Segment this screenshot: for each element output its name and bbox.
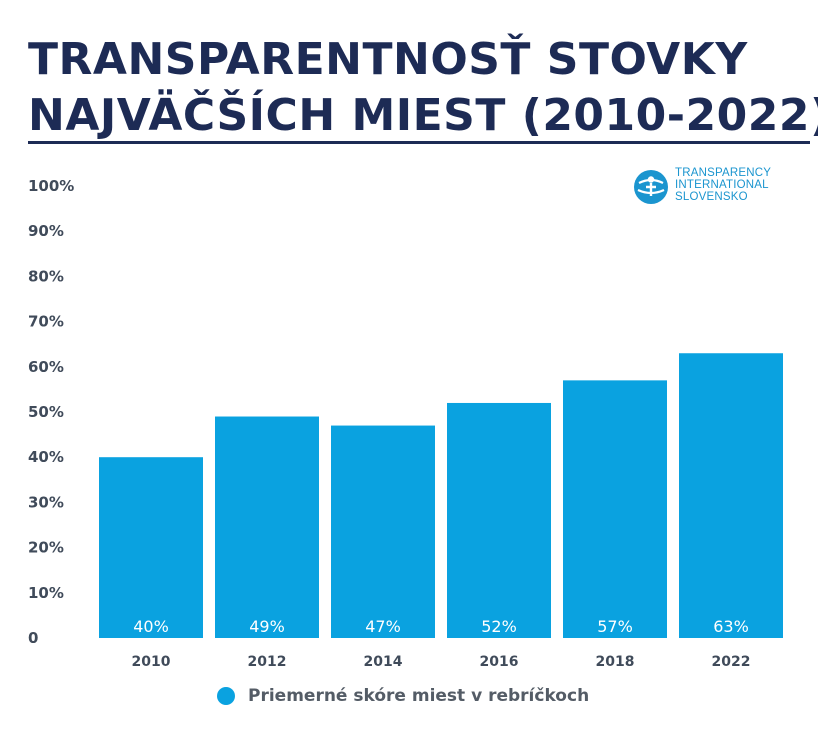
- transparency-international-globe-icon: [634, 170, 668, 204]
- legend: Priemerné skóre miest v rebríčkoch: [217, 686, 589, 706]
- bar-data-label: 49%: [249, 617, 285, 636]
- y-tick-label: 40%: [28, 448, 64, 466]
- bar: [331, 425, 435, 638]
- y-tick-label: 0: [28, 629, 38, 647]
- y-tick-label: 70%: [28, 313, 64, 331]
- y-tick-label: 20%: [28, 539, 64, 557]
- title-underline: [28, 141, 810, 144]
- y-tick-label: 10%: [28, 584, 64, 602]
- bar-chart: 0 10% 20% 30% 40% 50% 60% 70% 80% 90% 100% 40% 2010 4…: [28, 177, 783, 670]
- x-tick-label: 2014: [364, 654, 403, 670]
- logo-line-2: INTERNATIONAL: [675, 179, 769, 191]
- y-tick-label: 30%: [28, 493, 64, 511]
- y-tick-label: 90%: [28, 222, 64, 240]
- x-tick-label: 2018: [596, 654, 635, 670]
- y-tick-label: 80%: [28, 267, 64, 285]
- y-tick-label: 100%: [28, 177, 74, 195]
- chart-title-line-2: NAJVÄČŠÍCH MIEST (2010-2022): [28, 90, 818, 141]
- bar: [99, 457, 203, 638]
- bar-data-label: 47%: [365, 617, 401, 636]
- x-tick-label: 2010: [132, 654, 171, 670]
- bar-data-label: 63%: [713, 617, 749, 636]
- chart-title: TRANSPARENTNOSŤ STOVKY NAJVÄČŠÍCH MIEST …: [28, 32, 818, 144]
- logo-line-3: SLOVENSKO: [675, 191, 748, 203]
- x-tick-label: 2016: [480, 654, 519, 670]
- legend-label: Priemerné skóre miest v rebríčkoch: [248, 686, 590, 706]
- bar-data-label: 52%: [481, 617, 517, 636]
- bar: [215, 416, 319, 638]
- bar: [679, 353, 783, 638]
- bar-data-label: 40%: [133, 617, 169, 636]
- x-tick-label: 2012: [248, 654, 287, 670]
- y-tick-label: 50%: [28, 403, 64, 421]
- y-tick-label: 60%: [28, 358, 64, 376]
- legend-swatch: [217, 687, 235, 705]
- transparency-international-logo: TRANSPARENCY INTERNATIONAL SLOVENSKO: [633, 167, 771, 205]
- bar: [563, 380, 667, 638]
- bar-data-label: 57%: [597, 617, 633, 636]
- logo-wordmark: TRANSPARENCY INTERNATIONAL SLOVENSKO: [675, 167, 771, 203]
- bar: [447, 402, 551, 638]
- logo-line-1: TRANSPARENCY: [675, 167, 772, 179]
- x-tick-label: 2022: [712, 654, 751, 670]
- chart-title-line-1: TRANSPARENTNOSŤ STOVKY: [28, 34, 748, 85]
